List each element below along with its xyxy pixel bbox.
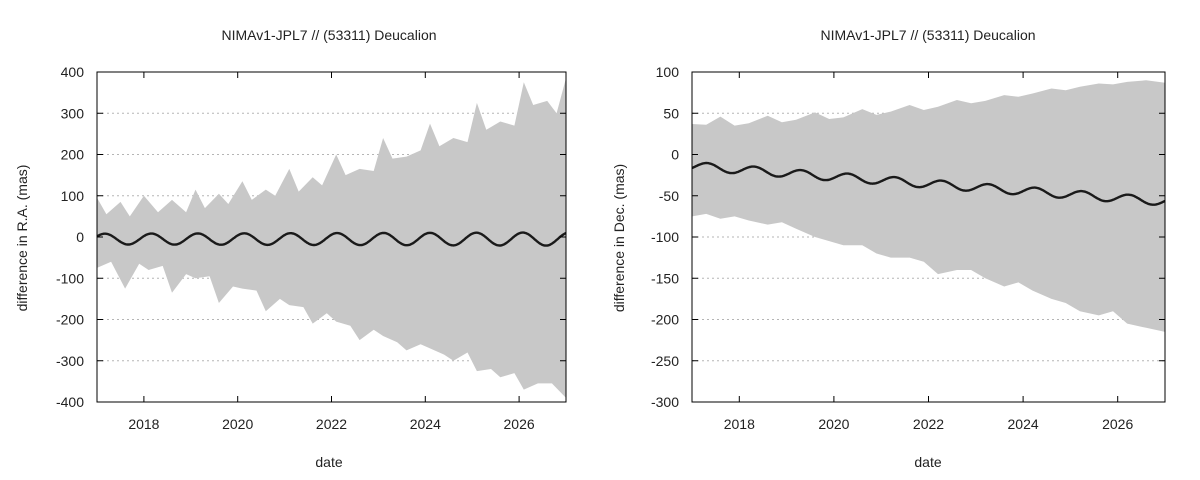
y-tick-label: -50 [659, 188, 679, 204]
difference-series [691, 161, 1166, 206]
y-tick-label: -300 [56, 353, 84, 369]
y-tick-label: -150 [651, 270, 679, 286]
y-axis-label: difference in R.A. (mas) [14, 165, 30, 312]
y-tick-label: 400 [61, 64, 85, 80]
ra-difference-chart: NIMAv1-JPL7 // (53311) Deucalion date di… [14, 27, 567, 470]
uncertainty-band-area [692, 80, 1165, 332]
y-axis-label: difference in Dec. (mas) [611, 164, 627, 312]
x-tick-label: 2020 [222, 416, 253, 432]
x-axis-label: date [914, 454, 941, 470]
chart-title: NIMAv1-JPL7 // (53311) Deucalion [820, 27, 1035, 43]
y-tick-label: 50 [663, 105, 679, 121]
x-tick-label: 2026 [1102, 416, 1133, 432]
x-tick-label: 2018 [724, 416, 755, 432]
uncertainty-band [692, 80, 1165, 332]
difference-series [96, 231, 567, 247]
uncertainty-band [97, 78, 566, 398]
y-tick-label: 300 [61, 105, 85, 121]
x-tick-label: 2026 [504, 416, 535, 432]
x-tick-label: 2022 [316, 416, 347, 432]
y-tick-label: 100 [61, 188, 85, 204]
y-tick-label: -200 [56, 312, 84, 328]
dec-difference-chart: NIMAv1-JPL7 // (53311) Deucalion date di… [611, 27, 1166, 470]
x-tick-label: 2020 [818, 416, 849, 432]
x-tick-label: 2018 [128, 416, 159, 432]
uncertainty-band-area [97, 78, 566, 398]
y-tick-label: 0 [76, 229, 84, 245]
y-tick-label: 100 [656, 64, 680, 80]
chart-title: NIMAv1-JPL7 // (53311) Deucalion [221, 27, 436, 43]
y-tick-label: -400 [56, 394, 84, 410]
y-tick-label: 200 [61, 147, 85, 163]
x-tick-label: 2022 [913, 416, 944, 432]
x-axis-label: date [315, 454, 342, 470]
difference-line [691, 161, 1166, 206]
y-tick-label: -250 [651, 353, 679, 369]
x-tick-label: 2024 [1008, 416, 1039, 432]
y-tick-label: 0 [671, 147, 679, 163]
x-tick-label: 2024 [410, 416, 441, 432]
axes: -400 -300 -200 -100 0 100 200 300 400 2018 2020 202… [56, 64, 567, 432]
y-tick-label: -100 [56, 270, 84, 286]
axes: -300 -250 -200 -150 -100 -50 0 50 100 2018 2020 202… [651, 64, 1166, 432]
y-tick-label: -100 [651, 229, 679, 245]
y-tick-label: -200 [651, 312, 679, 328]
y-tick-label: -300 [651, 394, 679, 410]
difference-line [96, 231, 567, 247]
